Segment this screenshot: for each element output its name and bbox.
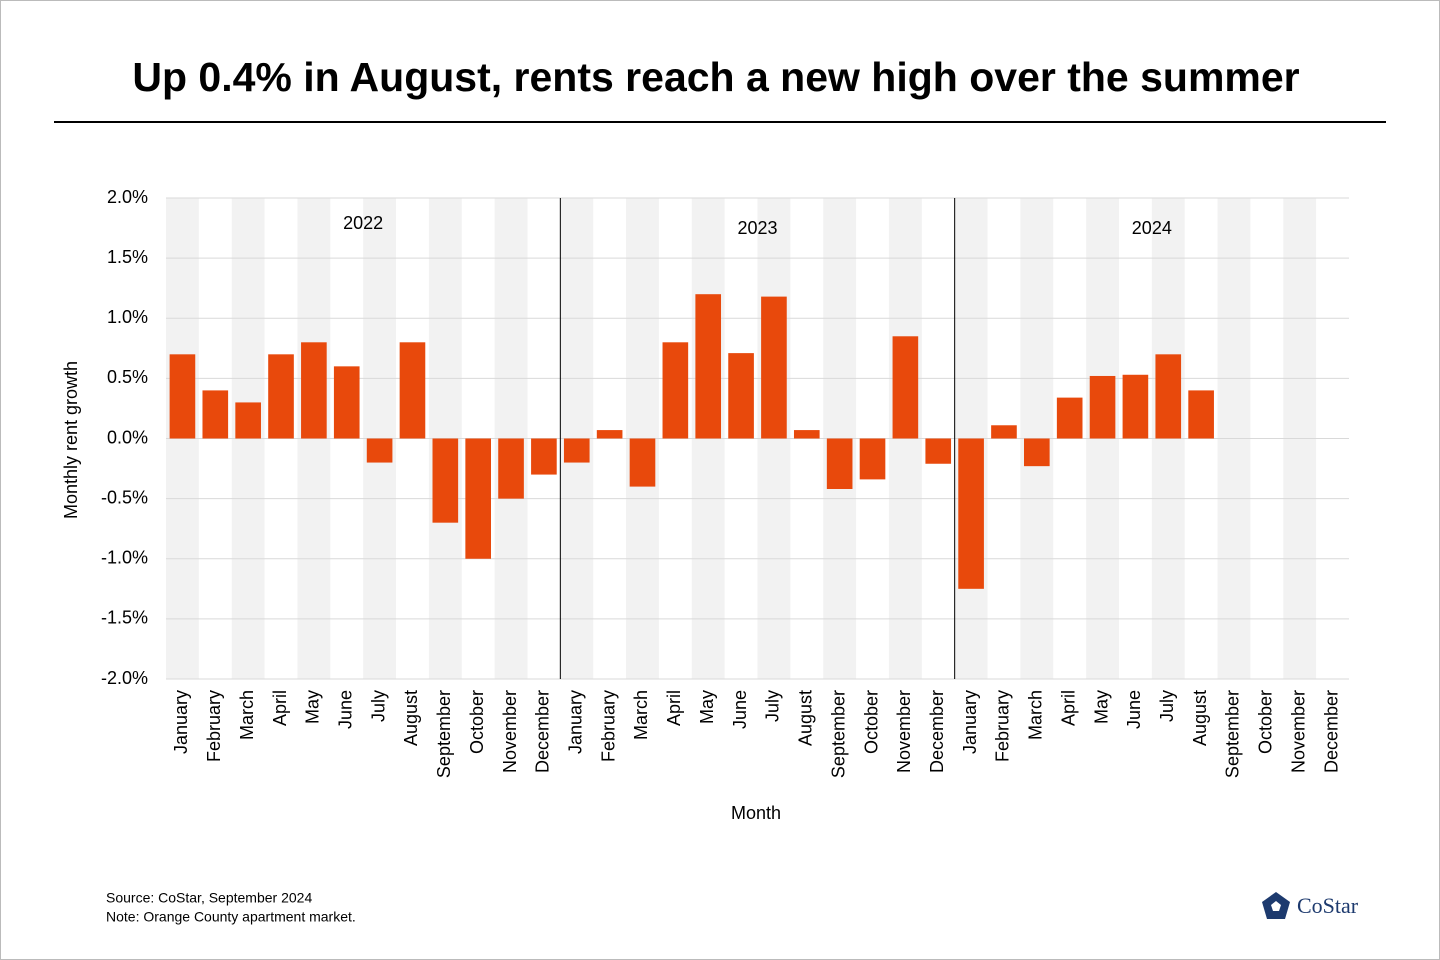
- bar: [728, 353, 754, 439]
- y-tick-label: -1.5%: [101, 608, 148, 628]
- x-tick-label: January: [960, 690, 980, 754]
- bar: [399, 342, 426, 439]
- bar: [892, 336, 919, 439]
- bar: [202, 390, 229, 439]
- x-tick-label: March: [631, 690, 651, 740]
- x-tick-label: April: [1058, 690, 1078, 726]
- x-tick-label: June: [730, 690, 750, 729]
- bar: [695, 294, 722, 439]
- x-tick-label: December: [927, 690, 947, 773]
- bar: [662, 342, 689, 439]
- bar: [1089, 375, 1116, 439]
- bar: [301, 342, 327, 439]
- logo: CoStar: [1297, 893, 1359, 918]
- y-tick-label: -1.0%: [101, 548, 148, 568]
- x-tick-label: May: [1091, 690, 1111, 724]
- bar: [1188, 390, 1214, 439]
- bar: [1056, 397, 1083, 439]
- x-tick-label: December: [1321, 690, 1341, 773]
- bar: [991, 425, 1017, 439]
- y-tick-label: 2.0%: [107, 187, 148, 207]
- x-tick-label: February: [598, 690, 618, 762]
- bar: [826, 438, 853, 490]
- bar: [1024, 438, 1050, 467]
- x-tick-label: November: [894, 690, 914, 773]
- bar: [235, 402, 261, 439]
- x-tick-label: November: [1288, 690, 1308, 773]
- bar: [366, 438, 393, 463]
- bar: [531, 438, 557, 475]
- x-tick-label: May: [697, 690, 717, 724]
- x-tick-label: April: [664, 690, 684, 726]
- x-tick-label: October: [1256, 690, 1276, 754]
- x-tick-label: September: [1223, 690, 1243, 778]
- x-tick-label: September: [434, 690, 454, 778]
- bar: [268, 354, 294, 439]
- x-tick-label: February: [993, 690, 1013, 762]
- bar: [761, 296, 787, 439]
- x-tick-label: March: [237, 690, 257, 740]
- logo-icon: [1262, 892, 1290, 919]
- bar: [333, 366, 360, 439]
- x-tick-label: August: [401, 690, 421, 746]
- x-tick-label: May: [303, 690, 323, 724]
- plot-area: -2.0% -1.5% -1.0% -0.5% 0.0% 0.5% 1.0% 1.5% 2.0%…: [101, 187, 1349, 778]
- bar: [432, 438, 459, 523]
- y-tick-label: 0.5%: [107, 367, 148, 387]
- x-axis-title: Month: [731, 803, 781, 823]
- x-tick-label: August: [1190, 690, 1210, 746]
- x-tick-label: December: [533, 690, 553, 773]
- note: Note: Orange County apartment market.: [106, 909, 356, 925]
- x-tick-label: July: [763, 690, 783, 722]
- x-tick-label: September: [828, 690, 848, 778]
- bar: [629, 438, 656, 487]
- x-tick-label: October: [861, 690, 881, 754]
- bar: [596, 430, 623, 439]
- y-tick-label: 0.0%: [107, 427, 148, 447]
- bar: [563, 438, 590, 463]
- bar: [859, 438, 886, 480]
- bar: [498, 438, 524, 499]
- x-tick-label: January: [566, 690, 586, 754]
- y-tick-label: 1.0%: [107, 307, 148, 327]
- x-tick-label: July: [1157, 690, 1177, 722]
- x-tick-label: July: [368, 690, 388, 722]
- x-tick-label: June: [335, 690, 355, 729]
- year-label: 2023: [737, 218, 777, 238]
- bar: [1122, 374, 1149, 439]
- x-tick-label: April: [270, 690, 290, 726]
- bar: [925, 438, 952, 464]
- bar: [958, 438, 984, 589]
- bar: [1155, 354, 1182, 439]
- x-tick-label: January: [171, 690, 191, 754]
- year-label: 2024: [1132, 218, 1172, 238]
- source: Source: CoStar, September 2024: [106, 890, 312, 906]
- chart-title: Up 0.4% in August, rents reach a new hig…: [132, 54, 1299, 100]
- y-tick-label: -2.0%: [101, 668, 148, 688]
- year-label: 2022: [343, 213, 383, 233]
- x-tick-label: June: [1124, 690, 1144, 729]
- x-tick-label: August: [796, 690, 816, 746]
- x-tick-label: October: [467, 690, 487, 754]
- x-tick-label: March: [1026, 690, 1046, 740]
- x-tick-label: February: [204, 690, 224, 762]
- x-tick-label: November: [500, 690, 520, 773]
- bar: [465, 438, 491, 559]
- bar: [169, 354, 196, 439]
- bar: [793, 430, 820, 439]
- y-axis-title: Monthly rent growth: [61, 361, 81, 519]
- y-tick-label: 1.5%: [107, 247, 148, 267]
- y-tick-label: -0.5%: [101, 487, 148, 507]
